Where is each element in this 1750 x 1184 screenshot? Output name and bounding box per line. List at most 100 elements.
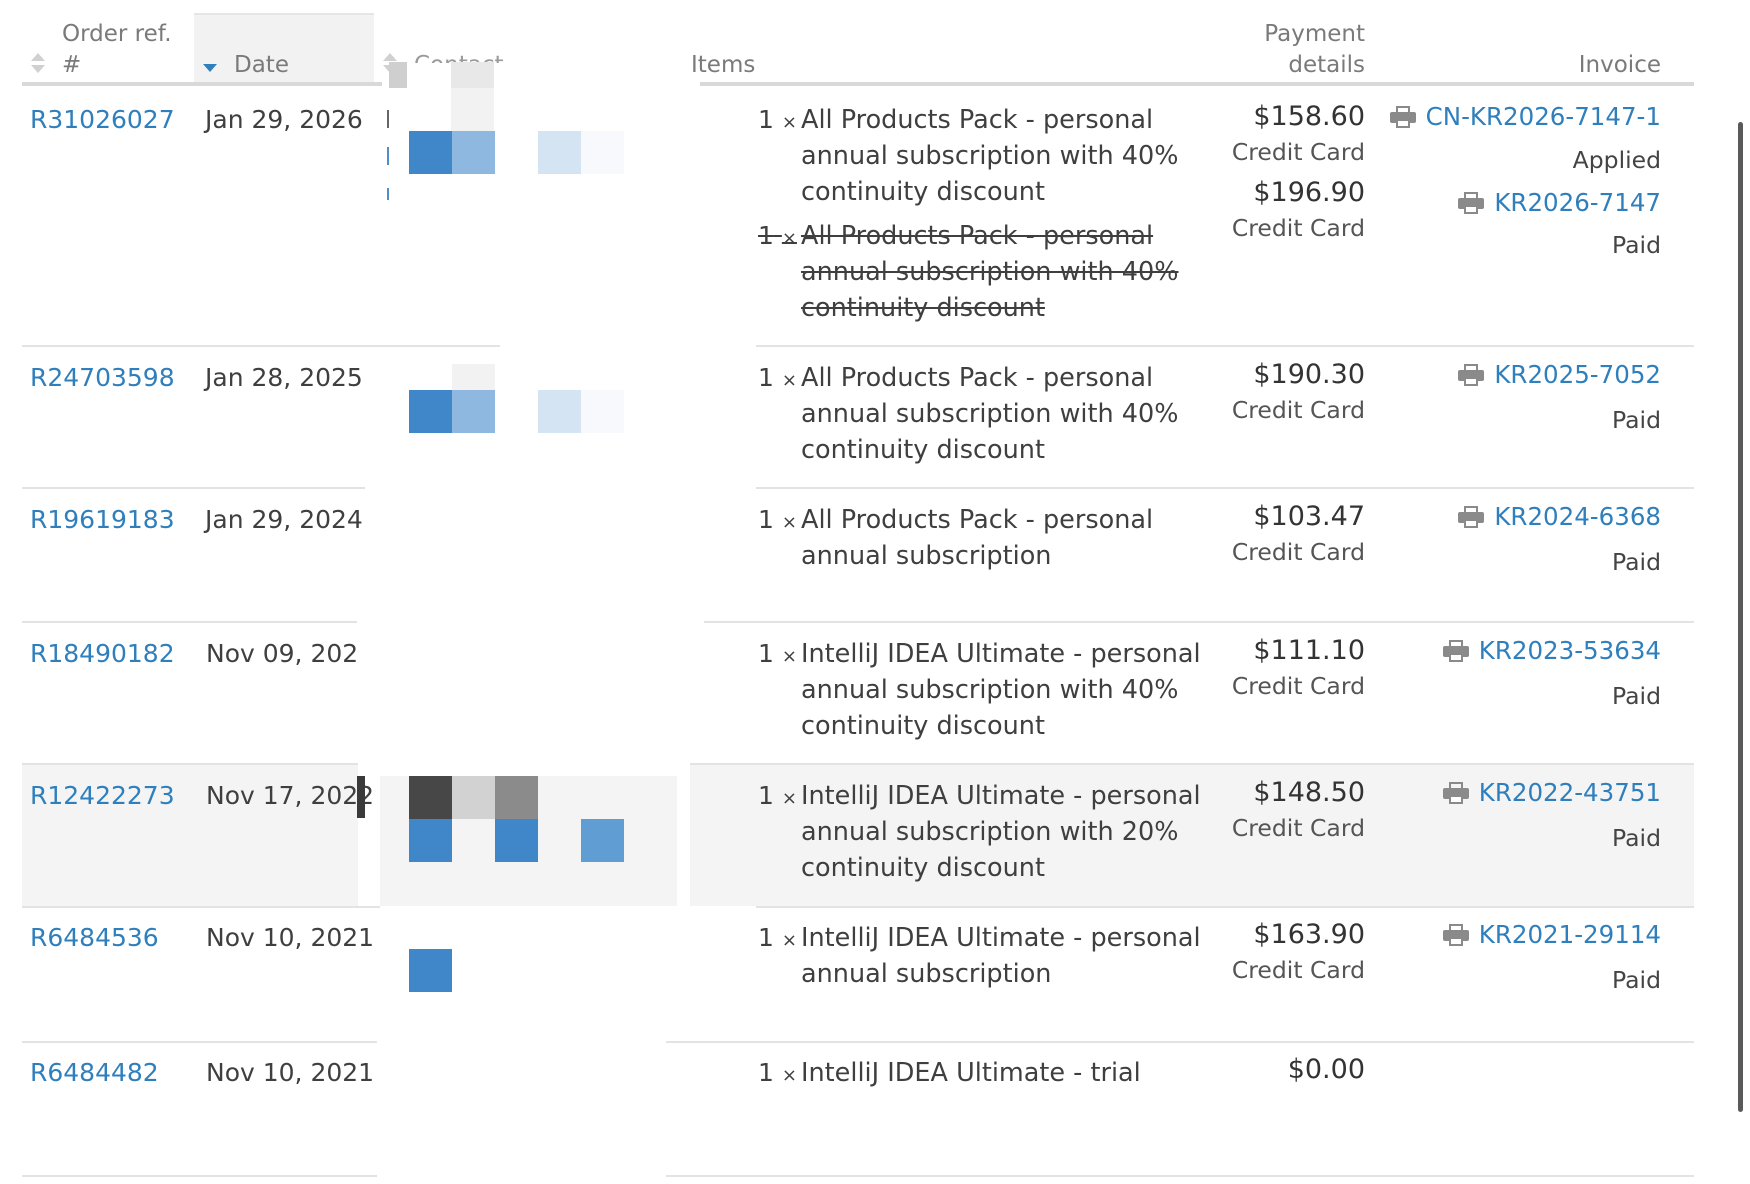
invoice-status: Paid [1612, 966, 1661, 994]
order-date: Jan 28, 2025 [205, 363, 363, 392]
item-description: All Products Pack - personal annual subs… [801, 505, 1154, 571]
sort-down-icon[interactable] [203, 64, 217, 72]
invoice-link[interactable]: KR2022-43751 [1478, 778, 1661, 807]
order-ref-link[interactable]: R6484482 [30, 1058, 159, 1087]
invoice-link[interactable]: CN-KR2026-7147-1 [1425, 102, 1661, 131]
invoice-link-row[interactable]: KR2026-7147 [1458, 186, 1661, 220]
invoice-link-row[interactable]: KR2022-43751 [1442, 776, 1661, 810]
printer-icon[interactable] [1442, 924, 1469, 946]
invoice-header: Invoice [1578, 52, 1661, 78]
obscured-contact-block [452, 390, 495, 433]
printer-icon[interactable] [1442, 782, 1469, 804]
row-divider [756, 906, 1694, 908]
row-divider [22, 621, 357, 623]
invoice-status: Paid [1612, 231, 1661, 259]
order-ref-header-line1[interactable]: Order ref. [62, 21, 172, 47]
order-date: Nov 17, 2022 [206, 781, 375, 810]
order-ref-link[interactable]: R24703598 [30, 363, 175, 392]
payment-method: Credit Card [1231, 956, 1365, 984]
invoice-link[interactable]: KR2023-53634 [1478, 636, 1661, 665]
item-quantity: 1 × [758, 636, 797, 675]
quantity-value: 1 [758, 639, 774, 668]
item-description: All Products Pack - personal annual subs… [801, 105, 1179, 207]
invoice-link[interactable]: KR2025-7052 [1494, 360, 1661, 389]
row-divider [22, 1041, 377, 1043]
contact-header[interactable]: Contact [414, 49, 503, 63]
payment-method: Credit Card [1231, 538, 1365, 566]
obscured-contact-block [389, 62, 407, 88]
obscured-contact-block [452, 776, 495, 819]
invoice-link-row[interactable]: KR2025-7052 [1458, 358, 1661, 392]
obscured-contact-block [581, 390, 624, 433]
item-description: All Products Pack - personal annual subs… [801, 363, 1179, 465]
invoice-status: Paid [1612, 406, 1661, 434]
order-ref-link[interactable]: R6484536 [30, 923, 159, 952]
item-quantity: 1 × [758, 502, 797, 541]
printer-icon[interactable] [1389, 106, 1416, 128]
invoice-link-row[interactable]: KR2021-29114 [1442, 918, 1661, 952]
obscured-contact-block [409, 776, 452, 819]
payment-amount: $196.90 [1253, 177, 1365, 208]
order-ref-header-line2[interactable]: # [62, 52, 82, 78]
row-divider [666, 1175, 1694, 1177]
obscured-contact-block [409, 949, 452, 992]
contact-cursor-mark [357, 776, 365, 818]
obscured-contact-block [452, 131, 495, 174]
order-date: Nov 10, 2021 [206, 923, 375, 952]
quantity-value: 1 [758, 363, 774, 392]
sort-arrows-icon[interactable] [31, 53, 45, 75]
quantity-value: 1 [758, 505, 774, 534]
row-divider [704, 621, 1694, 623]
obscured-contact-block [538, 390, 581, 433]
item-description: IntelliJ IDEA Ultimate - personal annual… [801, 923, 1201, 989]
payment-method: Credit Card [1231, 814, 1365, 842]
invoice-link[interactable]: KR2024-6368 [1494, 502, 1661, 531]
item-quantity: 1 × [758, 1055, 797, 1094]
printer-icon[interactable] [1458, 364, 1485, 386]
invoice-link[interactable]: KR2021-29114 [1478, 920, 1661, 949]
obscured-contact-block [451, 62, 494, 88]
order-ref-link[interactable]: R19619183 [30, 505, 175, 534]
payment-amount: $163.90 [1253, 919, 1365, 950]
invoice-link-row[interactable]: CN-KR2026-7147-1 [1389, 100, 1661, 134]
item-quantity: 1 × [758, 778, 797, 817]
order-ref-link[interactable]: R18490182 [30, 639, 175, 668]
payment-amount: $148.50 [1253, 777, 1365, 808]
order-ref-link[interactable]: R12422273 [30, 781, 175, 810]
row-highlight [22, 764, 358, 906]
date-header-highlight [194, 13, 374, 85]
payment-amount: $111.10 [1253, 635, 1365, 666]
obscured-contact-block [409, 390, 452, 433]
payment-amount: $158.60 [1253, 101, 1365, 132]
printer-icon[interactable] [1458, 192, 1485, 214]
payment-method: Credit Card [1231, 672, 1365, 700]
times-sign: × [781, 788, 797, 809]
invoice-link-row[interactable]: KR2023-53634 [1442, 634, 1661, 668]
quantity-value: 1 [758, 221, 774, 250]
order-ref-link[interactable]: R31026027 [30, 105, 175, 134]
times-sign: × [781, 370, 797, 391]
quantity-value: 1 [758, 781, 774, 810]
item-description: IntelliJ IDEA Ultimate - trial [801, 1058, 1141, 1088]
vertical-scrollbar[interactable] [1738, 122, 1743, 1112]
contact-cursor-mark [387, 188, 389, 200]
obscured-contact-block [409, 131, 452, 174]
obscured-contact-block [581, 131, 624, 174]
payment-header-line1: Payment [1264, 21, 1365, 47]
printer-icon[interactable] [1458, 506, 1485, 528]
times-sign: × [781, 512, 797, 533]
quantity-value: 1 [758, 1058, 774, 1087]
invoice-link-row[interactable]: KR2024-6368 [1458, 500, 1661, 534]
invoice-status: Applied [1572, 146, 1661, 174]
date-header[interactable]: Date [234, 52, 289, 78]
item-description: IntelliJ IDEA Ultimate - personal annual… [801, 781, 1201, 883]
item-description-struck: All Products Pack - personal annual subs… [801, 221, 1179, 323]
payment-amount: $0.00 [1287, 1054, 1365, 1085]
printer-icon[interactable] [1442, 640, 1469, 662]
obscured-contact-block [581, 819, 624, 862]
times-sign: × [781, 930, 797, 951]
invoice-link[interactable]: KR2026-7147 [1494, 188, 1661, 217]
item-quantity: 1 × [758, 360, 797, 399]
item-quantity: 1 × [758, 218, 797, 257]
obscured-contact-block [451, 88, 494, 131]
